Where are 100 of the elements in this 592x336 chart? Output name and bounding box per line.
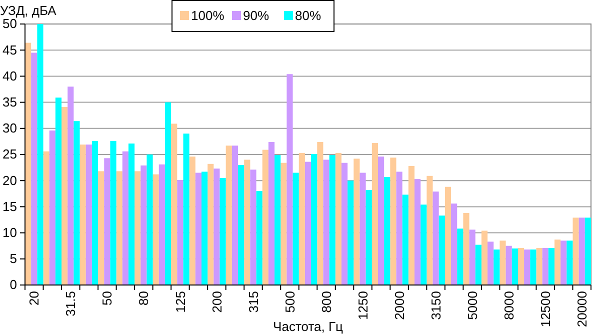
bar [348, 180, 354, 285]
bar [177, 180, 184, 285]
bar [158, 164, 165, 285]
y-tick-label: 35 [2, 94, 17, 110]
x-tick-label: 50 [100, 291, 115, 306]
bar [341, 162, 348, 285]
bar [62, 107, 68, 285]
bar [92, 140, 98, 285]
y-tick-label: 25 [2, 146, 17, 162]
bar [554, 240, 561, 285]
bar [232, 146, 238, 285]
x-tick-label: 2000 [392, 291, 407, 320]
bar [238, 164, 244, 285]
bar [49, 130, 56, 285]
bar [183, 134, 190, 285]
y-tick-label: 30 [2, 120, 17, 136]
y-tick-label: 20 [2, 172, 17, 188]
bar [500, 240, 506, 285]
x-tick-label: 3150 [428, 291, 444, 320]
bar [378, 156, 384, 285]
bar [31, 52, 38, 285]
bar [481, 230, 488, 285]
y-tick-label: 10 [2, 224, 17, 240]
bar [146, 154, 153, 285]
bar [189, 156, 196, 285]
bar [524, 250, 530, 285]
bar [560, 240, 567, 285]
bar [292, 172, 299, 285]
x-axis-title: Частота, Гц [273, 319, 344, 334]
legend-label: 100% [191, 8, 225, 23]
bar [110, 140, 116, 285]
bar [444, 186, 452, 285]
bar [214, 168, 220, 285]
bar [494, 250, 500, 285]
bar [354, 158, 360, 285]
bar [25, 42, 32, 285]
x-tick-label: 12500 [538, 291, 553, 328]
x-tick-label: 1250 [355, 291, 370, 320]
bar [74, 121, 80, 285]
bar [506, 246, 512, 285]
bar [286, 74, 293, 285]
bar [420, 204, 427, 285]
bar [396, 172, 402, 285]
bar [262, 150, 268, 285]
y-tick-label: 45 [2, 42, 17, 58]
bar [171, 124, 178, 285]
bar [536, 248, 542, 285]
bar [329, 155, 336, 285]
bar [469, 230, 476, 285]
bar [414, 179, 421, 285]
bar [304, 162, 312, 285]
bar [317, 142, 324, 285]
legend-label: 80% [295, 8, 322, 23]
y-axis-title: УЗД, дБА [0, 3, 57, 18]
bar [226, 146, 232, 285]
bar [542, 248, 548, 285]
x-tick-label: 500 [282, 291, 298, 313]
y-tick-label: 50 [2, 16, 17, 32]
bar [426, 176, 433, 285]
x-tick-label: 800 [318, 291, 334, 313]
bar [438, 216, 445, 285]
bar [280, 162, 287, 285]
bar [208, 164, 214, 285]
bar [548, 248, 554, 285]
x-tick-label: 20000 [574, 291, 590, 328]
bar [116, 171, 122, 285]
x-tick-label: 5000 [464, 291, 480, 320]
bar [43, 151, 50, 285]
bar [152, 174, 159, 285]
bar [80, 144, 86, 285]
bar [201, 172, 208, 285]
bar [134, 171, 141, 285]
bar [311, 154, 318, 285]
bar [384, 176, 390, 285]
bar [164, 102, 172, 285]
bar [250, 170, 256, 285]
bar [402, 194, 408, 285]
bar [390, 158, 396, 285]
bar [512, 248, 518, 285]
bar [584, 218, 591, 285]
bar [55, 98, 62, 285]
bar [530, 250, 536, 285]
bar [122, 151, 128, 285]
bar [488, 242, 494, 285]
bar [244, 160, 250, 285]
bar [360, 172, 366, 285]
bar [451, 204, 458, 285]
bar [518, 248, 524, 285]
bar [335, 152, 342, 285]
bar [68, 86, 74, 285]
bar [408, 166, 415, 285]
bar [98, 171, 104, 285]
y-tick-label: 0 [10, 277, 17, 292]
bar [457, 228, 464, 285]
bar [298, 152, 305, 285]
bar [572, 218, 579, 285]
bar [220, 178, 226, 285]
bar [372, 143, 378, 285]
bar [566, 240, 573, 285]
y-tick-label: 5 [10, 251, 17, 266]
